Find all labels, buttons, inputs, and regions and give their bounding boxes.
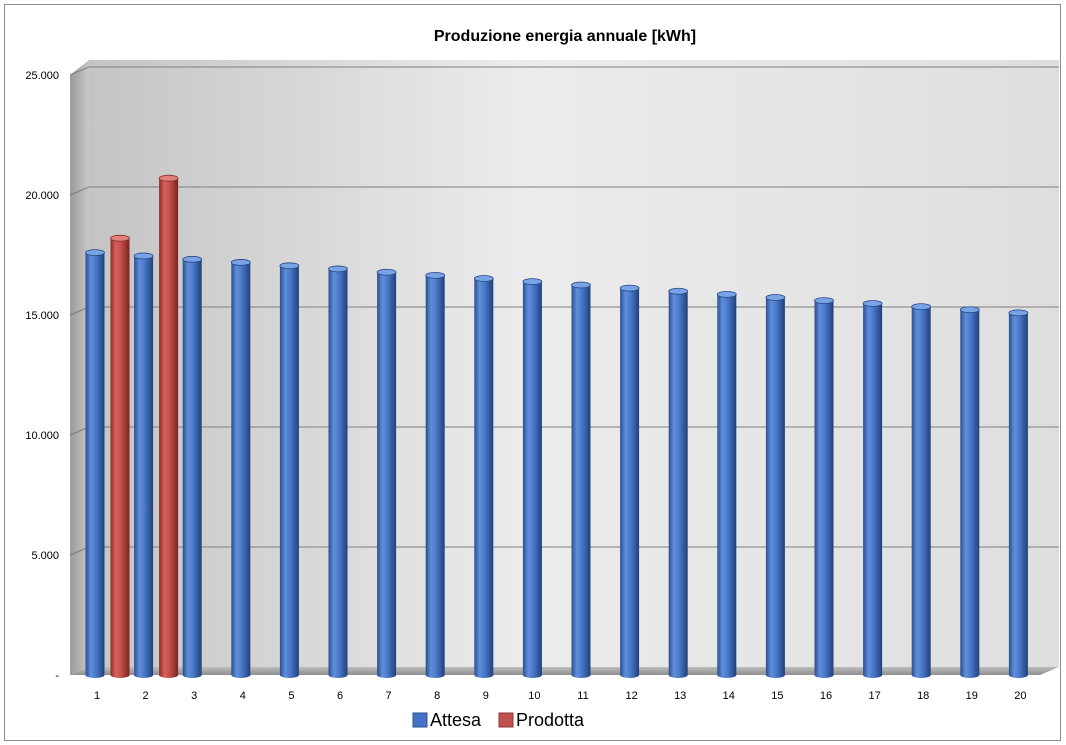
x-tick-label: 15 — [771, 690, 783, 702]
x-tick-label: 9 — [483, 690, 489, 702]
x-tick-label: 1 — [94, 690, 100, 702]
x-tick-label: 10 — [528, 690, 540, 702]
x-tick-label: 5 — [288, 690, 294, 702]
bar-attesa-18 — [911, 303, 932, 678]
x-tick-label: 18 — [917, 690, 929, 702]
x-tick-label: 19 — [966, 690, 978, 702]
x-tick-label: 4 — [240, 690, 246, 702]
bar-attesa-16 — [814, 297, 834, 678]
bar-attesa-9 — [473, 275, 494, 678]
y-gridline-side — [69, 186, 90, 196]
y-tick-label: 20.000 — [25, 190, 59, 202]
bar-attesa-6 — [328, 265, 348, 678]
y-tick-label: 25.000 — [25, 70, 59, 82]
x-tick-label: 20 — [1014, 690, 1026, 702]
bar-attesa-20 — [1008, 309, 1029, 678]
bar-attesa-3 — [182, 255, 203, 678]
bar-attesa-11 — [571, 281, 591, 678]
x-tick-label: 8 — [434, 690, 440, 702]
chart-title: Produzione energia annuale [kWh] — [434, 28, 696, 45]
bar-attesa-14 — [716, 290, 737, 678]
x-tick-label: 2 — [143, 690, 149, 702]
bar-attesa-7 — [376, 268, 397, 678]
legend-swatch-prodotta — [498, 712, 514, 728]
y-tick-label: 5.000 — [31, 550, 59, 562]
bar-attesa-17 — [862, 300, 883, 678]
legend-swatch-attesa — [412, 712, 428, 728]
bar-attesa-1 — [85, 249, 105, 678]
plot-floor — [70, 667, 1059, 675]
x-tick-label: 17 — [868, 690, 880, 702]
bar-attesa-8 — [425, 271, 446, 678]
bar-attesa-12 — [619, 284, 640, 678]
bar-attesa-13 — [668, 287, 689, 678]
bar-attesa-19 — [959, 306, 980, 678]
x-tick-label: 7 — [386, 690, 392, 702]
bar-attesa-10 — [522, 278, 543, 678]
bar-chart: Produzione energia annuale [kWh] - 5.000 1… — [25, 28, 1059, 730]
legend-label-prodotta: Prodotta — [516, 710, 585, 730]
bar-attesa-4 — [230, 259, 251, 678]
bar-attesa-2 — [133, 252, 154, 678]
chart-frame: Produzione energia annuale [kWh] - 5.000 1… — [4, 4, 1061, 741]
bar-attesa-15 — [765, 294, 786, 678]
bar-attesa-5 — [279, 262, 300, 678]
x-tick-label: 16 — [820, 690, 832, 702]
x-tick-label: 13 — [674, 690, 686, 702]
plot-side-wall — [70, 60, 89, 675]
x-tick-label: 6 — [337, 690, 343, 702]
bar-prodotta-2 — [158, 174, 179, 678]
legend: Attesa Prodotta — [412, 710, 585, 730]
y-gridline-side — [69, 66, 90, 76]
x-tick-label: 14 — [723, 690, 735, 702]
y-tick-label: 15.000 — [25, 310, 59, 322]
x-tick-label: 12 — [625, 690, 637, 702]
y-tick-label: - — [55, 670, 59, 682]
x-tick-label: 3 — [191, 690, 197, 702]
y-tick-label: 10.000 — [25, 430, 59, 442]
x-tick-label: 11 — [577, 690, 588, 702]
bar-prodotta-1 — [110, 234, 130, 678]
legend-label-attesa: Attesa — [430, 710, 482, 730]
